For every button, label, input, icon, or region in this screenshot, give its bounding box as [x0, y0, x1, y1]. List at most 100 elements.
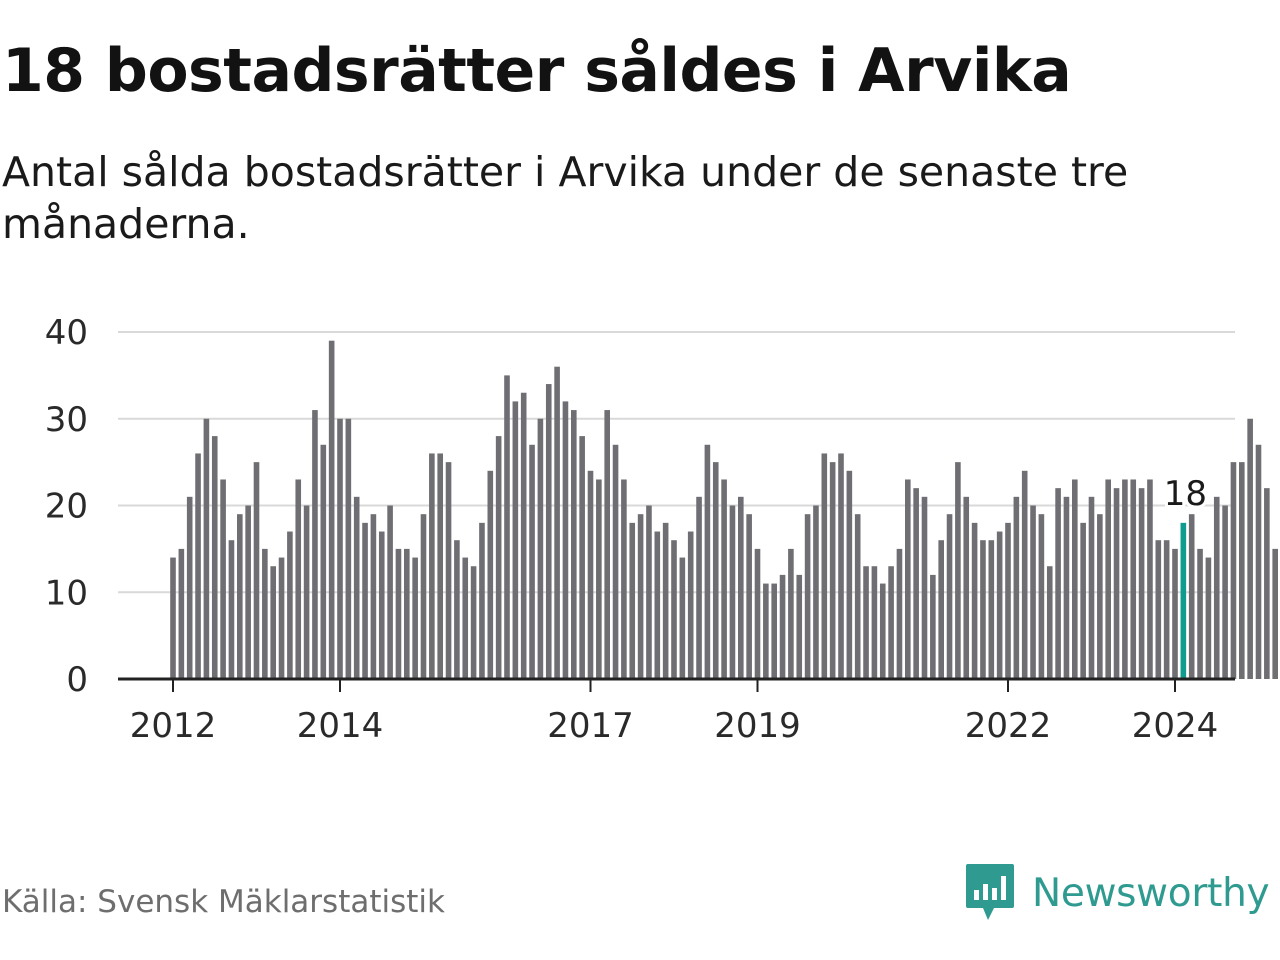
bar — [579, 436, 585, 679]
bar — [604, 410, 610, 679]
bar — [913, 488, 919, 679]
bar — [771, 583, 777, 679]
bar — [1063, 496, 1070, 679]
bar — [996, 531, 1003, 679]
bar — [788, 548, 794, 680]
bar — [1005, 522, 1011, 679]
bar — [687, 531, 694, 679]
bar — [779, 574, 786, 679]
bar — [487, 470, 494, 679]
bar — [237, 514, 243, 679]
bar — [854, 514, 861, 679]
bar — [345, 418, 352, 679]
bar-highlight — [1180, 522, 1187, 679]
bar — [245, 505, 251, 679]
y-tick-label: 10 — [45, 573, 88, 613]
bar — [1130, 479, 1137, 679]
bar — [537, 418, 544, 679]
bar — [228, 540, 235, 679]
bar — [328, 340, 335, 679]
bar — [1163, 540, 1170, 679]
bar — [637, 514, 644, 679]
bar — [1046, 566, 1053, 679]
bar — [203, 418, 210, 679]
bars — [170, 340, 1278, 680]
bar — [1247, 418, 1253, 679]
bar — [1213, 496, 1220, 679]
bar — [871, 566, 878, 679]
bar — [270, 566, 276, 679]
bar — [654, 531, 661, 679]
bar — [1205, 557, 1212, 679]
bar — [1188, 514, 1195, 679]
bar — [946, 514, 953, 679]
bar — [980, 540, 986, 679]
x-axis — [118, 677, 1235, 692]
bar — [1255, 444, 1262, 679]
bar — [671, 540, 677, 679]
bar — [704, 444, 711, 679]
highlight-value-label: 18 — [1164, 474, 1207, 514]
bar — [520, 392, 527, 679]
bar — [838, 453, 844, 679]
bar — [1272, 548, 1278, 680]
bar — [738, 496, 744, 679]
bar — [495, 436, 502, 679]
brand-name[interactable]: Newsworthy — [1032, 870, 1270, 916]
bar — [879, 583, 886, 679]
bar — [754, 548, 761, 680]
bar-chart: 0 10 20 30 40 2012 2014 2017 2019 2022 2024 18 — [45, 313, 1278, 746]
bar — [395, 548, 402, 680]
bar — [863, 566, 869, 679]
bar — [729, 505, 736, 679]
bar — [529, 444, 535, 679]
bar — [1038, 514, 1045, 679]
y-tick-label: 20 — [45, 487, 88, 527]
bar — [1147, 479, 1153, 679]
source-note: Källa: Svensk Mäklarstatistik — [2, 884, 445, 920]
bar — [512, 401, 519, 679]
bar — [1097, 514, 1103, 679]
y-tick-label: 0 — [66, 660, 88, 700]
bar — [712, 462, 719, 680]
bar — [1222, 505, 1228, 679]
bar — [337, 418, 343, 679]
bar — [955, 462, 961, 680]
bar — [1239, 462, 1245, 680]
bar — [220, 479, 226, 679]
bar — [287, 531, 293, 679]
bar — [938, 540, 944, 679]
bar — [696, 496, 702, 679]
bar — [195, 453, 201, 679]
bar — [804, 514, 811, 679]
bar — [170, 557, 176, 679]
bar — [1122, 479, 1128, 679]
bar — [1030, 505, 1036, 679]
bar — [186, 496, 193, 679]
bar — [1230, 462, 1237, 680]
bar — [1088, 496, 1095, 679]
bar — [320, 444, 327, 679]
newsworthy-logo-icon — [966, 864, 1014, 920]
bar — [596, 479, 602, 679]
bar — [429, 453, 435, 679]
bar — [211, 436, 218, 679]
x-tick-label: 2012 — [130, 706, 217, 746]
bar — [1055, 488, 1061, 679]
x-tick-label: 2014 — [297, 706, 384, 746]
bar — [821, 453, 828, 679]
bar — [829, 462, 836, 680]
bar — [262, 548, 268, 680]
bar — [971, 522, 978, 679]
bar — [387, 505, 393, 679]
chart-title: 18 bostadsrätter såldes i Arvika — [2, 36, 1072, 106]
bar — [963, 496, 970, 679]
brand[interactable]: Newsworthy — [964, 862, 1270, 924]
bar — [905, 479, 911, 679]
bar — [1021, 470, 1028, 679]
bar — [763, 583, 769, 679]
labels: 0 10 20 30 40 2012 2014 2017 2019 2022 2024 18 — [45, 313, 1219, 746]
x-tick-label: 2019 — [714, 706, 801, 746]
bar — [479, 522, 485, 679]
bar — [888, 566, 894, 679]
